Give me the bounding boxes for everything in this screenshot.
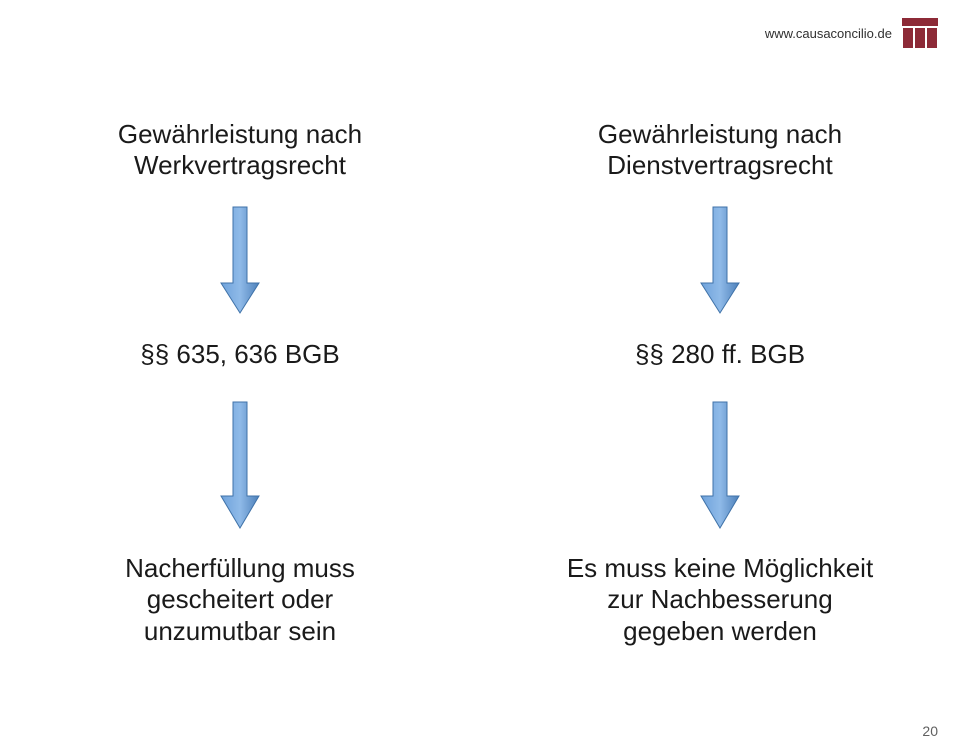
right-mid-block: §§ 280 ff. BGB bbox=[635, 330, 805, 380]
right-top-line1: Gewährleistung nach bbox=[598, 119, 842, 149]
left-mid-block: §§ 635, 636 BGB bbox=[140, 330, 339, 380]
left-bottom-line2: gescheitert oder bbox=[147, 584, 333, 614]
left-mid-text: §§ 635, 636 BGB bbox=[140, 339, 339, 369]
left-bottom-block: Nacherfüllung muss gescheitert oder unzu… bbox=[125, 550, 355, 650]
left-bottom-line3: unzumutbar sein bbox=[144, 616, 336, 646]
left-bottom-line1: Nacherfüllung muss bbox=[125, 553, 355, 583]
logo-pillar bbox=[927, 28, 937, 48]
right-bottom-line3: gegeben werden bbox=[623, 616, 817, 646]
diagram: Gewährleistung nach Werkvertragsrecht §§… bbox=[0, 110, 960, 650]
header-url: www.causaconcilio.de bbox=[765, 26, 892, 41]
right-bottom-line1: Es muss keine Möglichkeit bbox=[567, 553, 873, 583]
right-mid-text: §§ 280 ff. BGB bbox=[635, 339, 805, 369]
arrow-down bbox=[219, 190, 261, 330]
logo-icon bbox=[902, 18, 938, 48]
page-header: www.causaconcilio.de bbox=[765, 18, 938, 48]
arrow-down bbox=[219, 380, 261, 550]
arrow-down bbox=[699, 190, 741, 330]
left-top-block: Gewährleistung nach Werkvertragsrecht bbox=[118, 110, 362, 190]
left-top-line1: Gewährleistung nach bbox=[118, 119, 362, 149]
logo-top-bar bbox=[902, 18, 938, 26]
logo-pillar bbox=[903, 28, 913, 48]
logo-pillar bbox=[915, 28, 925, 48]
right-bottom-line2: zur Nachbesserung bbox=[607, 584, 832, 614]
right-bottom-block: Es muss keine Möglichkeit zur Nachbesser… bbox=[567, 550, 873, 650]
right-top-block: Gewährleistung nach Dienstvertragsrecht bbox=[598, 110, 842, 190]
column-dienstvertragsrecht: Gewährleistung nach Dienstvertragsrecht … bbox=[480, 110, 960, 650]
left-top-line2: Werkvertragsrecht bbox=[134, 150, 346, 180]
right-top-line2: Dienstvertragsrecht bbox=[607, 150, 832, 180]
arrow-down bbox=[699, 380, 741, 550]
column-werkvertragsrecht: Gewährleistung nach Werkvertragsrecht §§… bbox=[0, 110, 480, 650]
logo-pillars bbox=[903, 28, 937, 48]
page-number: 20 bbox=[922, 723, 938, 739]
